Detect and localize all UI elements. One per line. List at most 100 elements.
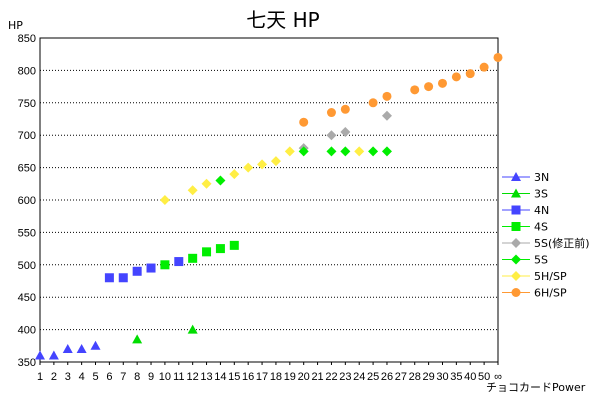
y-tick-label: 750 — [18, 98, 36, 110]
data-point — [146, 263, 156, 273]
x-tick-label: 28 — [409, 371, 421, 383]
legend-marker — [511, 205, 521, 215]
data-point — [62, 344, 73, 354]
y-tick-label: 350 — [18, 357, 36, 369]
legend-marker — [511, 254, 521, 265]
data-point — [270, 156, 281, 167]
x-axis-label: チョコカードPower — [486, 381, 586, 394]
data-point — [76, 344, 87, 354]
x-tick-label: 29 — [422, 371, 434, 383]
x-tick-label: 22 — [325, 371, 337, 383]
plot-area — [39, 37, 499, 363]
data-point — [326, 146, 337, 157]
data-points — [35, 52, 503, 360]
data-point — [202, 247, 212, 257]
data-point — [340, 126, 351, 137]
x-tick-label: 17 — [256, 371, 268, 383]
data-point — [215, 175, 226, 186]
x-tick-label: 3 — [65, 371, 71, 383]
data-point — [188, 253, 198, 263]
data-point — [299, 117, 309, 127]
data-point — [132, 334, 143, 344]
data-point — [160, 260, 170, 270]
data-point — [424, 82, 434, 92]
data-point — [465, 69, 475, 79]
x-axis-ticks: 1 2 3 4 5 6 7 8 9 10 11 12 13 14 15 16 17 18 19 20 21 22 23 24 2… — [37, 362, 502, 383]
x-tick-label: 15 — [228, 371, 240, 383]
legend-label: 3N — [534, 171, 549, 184]
x-tick-label: 13 — [200, 371, 212, 383]
data-point — [174, 257, 184, 267]
y-tick-label: 650 — [18, 163, 36, 175]
legend-label: 5S(修正前) — [534, 236, 590, 250]
x-tick-label: 11 — [173, 371, 184, 383]
y-tick-label: 850 — [18, 33, 36, 45]
data-point — [159, 195, 170, 205]
y-tick-label: 450 — [18, 292, 36, 304]
legend-marker — [511, 271, 521, 281]
data-point — [229, 240, 239, 250]
gridlines — [40, 69, 498, 331]
data-point — [201, 178, 212, 189]
x-tick-label: 9 — [148, 371, 154, 383]
data-point — [410, 85, 420, 95]
legend-marker — [511, 288, 521, 297]
data-point — [132, 266, 142, 276]
data-point — [437, 78, 447, 88]
data-point — [298, 146, 309, 157]
data-point — [243, 162, 254, 173]
data-point — [48, 350, 59, 360]
x-tick-label: 1 — [37, 371, 43, 383]
y-tick-label: 700 — [18, 130, 36, 142]
legend-marker — [511, 238, 521, 248]
x-tick-label: 40 — [464, 371, 476, 383]
data-point — [381, 146, 392, 157]
x-tick-label: 35 — [450, 371, 462, 383]
x-tick-label: 20 — [298, 371, 310, 383]
data-point — [35, 350, 45, 360]
x-tick-label: 10 — [159, 371, 171, 383]
data-point — [382, 91, 392, 101]
data-point — [215, 244, 225, 254]
y-tick-label: 600 — [18, 195, 36, 207]
x-tick-label: 25 — [367, 371, 379, 383]
legend-label: 5S — [534, 254, 548, 267]
x-tick-label: 6 — [106, 371, 112, 383]
data-point — [118, 273, 128, 283]
x-tick-label: 23 — [339, 371, 351, 383]
x-tick-label: 12 — [187, 371, 199, 383]
x-tick-label: 7 — [120, 371, 126, 383]
x-tick-label: 2 — [51, 371, 57, 383]
x-tick-label: 30 — [436, 371, 448, 383]
data-point — [326, 108, 336, 118]
data-point — [326, 130, 337, 141]
x-tick-label: 8 — [134, 371, 140, 383]
data-point — [479, 62, 489, 72]
y-tick-label: 550 — [18, 227, 36, 239]
data-point — [381, 110, 392, 121]
chart-title: 七天 HP — [246, 8, 319, 32]
legend-marker — [511, 222, 521, 231]
x-tick-label: 14 — [214, 371, 226, 383]
data-point — [368, 146, 379, 157]
data-point — [340, 146, 351, 157]
x-tick-label: 5 — [92, 371, 98, 383]
data-point — [257, 159, 268, 170]
data-point — [229, 169, 240, 180]
data-point — [368, 98, 378, 108]
y-tick-label: 400 — [18, 325, 36, 337]
data-point — [90, 340, 101, 350]
legend-marker — [511, 172, 521, 181]
y-tick-label: 800 — [18, 65, 36, 77]
legend-label: 4N — [534, 204, 549, 217]
legend-marker — [511, 188, 521, 198]
y-tick-label: 500 — [18, 260, 36, 272]
x-tick-label: 18 — [270, 371, 282, 383]
x-tick-label: ∞ — [494, 371, 502, 383]
x-tick-label: 4 — [79, 371, 85, 383]
x-tick-label: 27 — [395, 371, 407, 383]
data-point — [451, 72, 461, 82]
legend-label: 5H/SP — [534, 270, 567, 283]
